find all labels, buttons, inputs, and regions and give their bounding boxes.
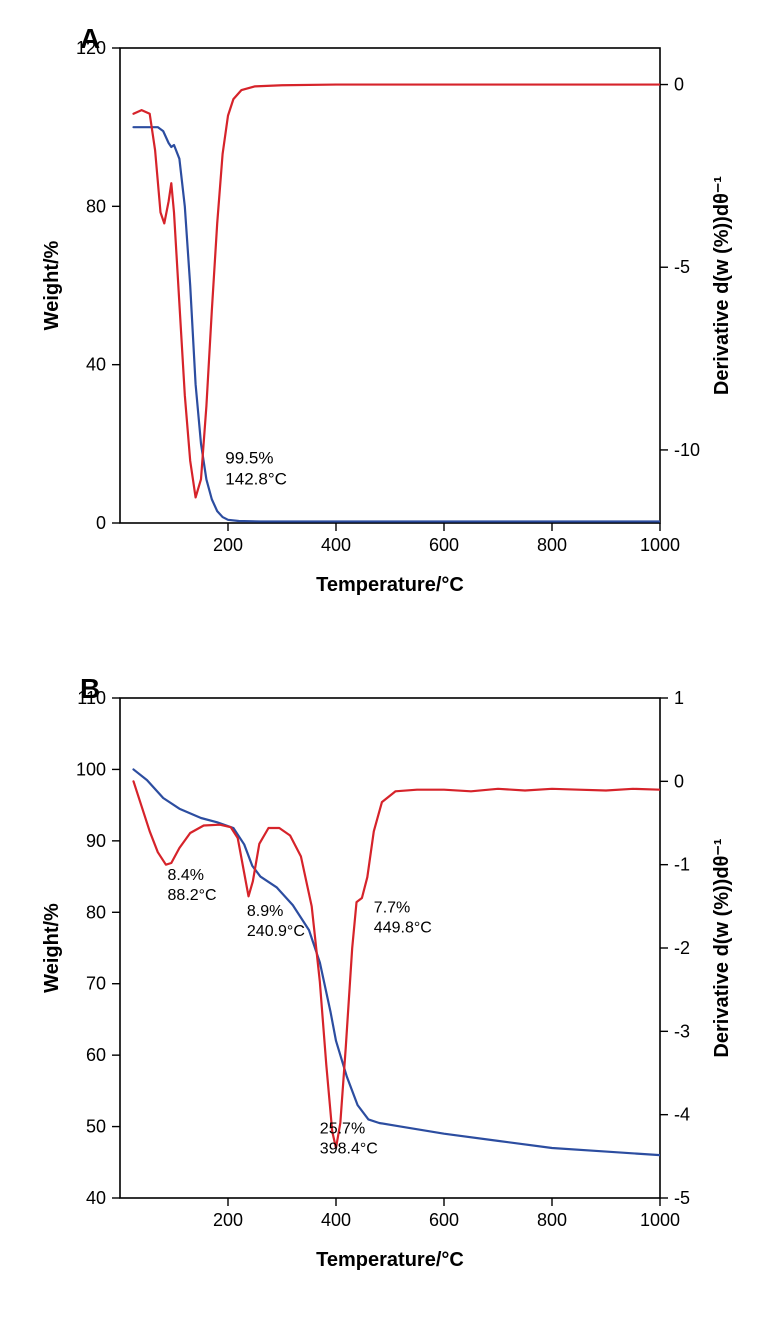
series-deriv-A <box>134 85 661 498</box>
ytick-right-label: -10 <box>674 440 700 460</box>
ytick-right-label: 0 <box>674 75 684 95</box>
ytick-left-label: 80 <box>86 902 106 922</box>
series-weight-A <box>134 127 661 521</box>
ytick-left-label: 90 <box>86 831 106 851</box>
series-deriv-B <box>134 781 661 1148</box>
ylabel-right-B: Derivative d(w (%))dθ⁻¹ <box>711 838 733 1058</box>
xtick-label: 600 <box>429 1210 459 1230</box>
xlabel-A: Temperature/°C <box>316 574 464 596</box>
series-weight-B <box>134 769 661 1155</box>
annotation-B-2-1: 449.8°C <box>374 919 432 936</box>
xtick-label: 400 <box>321 1210 351 1230</box>
ytick-left-label: 50 <box>86 1117 106 1137</box>
annotation-B-1-1: 240.9°C <box>247 923 305 940</box>
figure-root: A200400600800100004080120-10-50Temperatu… <box>0 0 771 1344</box>
annotation-B-3-1: 398.4°C <box>320 1141 378 1158</box>
xtick-label: 200 <box>213 1210 243 1230</box>
ytick-left-label: 80 <box>86 196 106 216</box>
xtick-label: 1000 <box>640 1210 680 1230</box>
ytick-right-label: -5 <box>674 1188 690 1208</box>
xtick-label: 400 <box>321 535 351 555</box>
chart-svg: A200400600800100004080120-10-50Temperatu… <box>0 0 771 1344</box>
annotation-A-0-0: 99.5% <box>225 449 273 468</box>
ytick-left-label: 100 <box>76 759 106 779</box>
xtick-label: 800 <box>537 535 567 555</box>
ytick-right-label: -3 <box>674 1021 690 1041</box>
axes-box-A <box>120 48 660 523</box>
ylabel-left-B: Weight/% <box>41 903 63 993</box>
ytick-right-label: -1 <box>674 855 690 875</box>
annotation-B-0-1: 88.2°C <box>168 887 217 904</box>
ytick-right-label: -4 <box>674 1105 690 1125</box>
ytick-left-label: 40 <box>86 355 106 375</box>
annotation-A-0-1: 142.8°C <box>225 470 287 489</box>
ytick-right-label: 0 <box>674 771 684 791</box>
ytick-right-label: -2 <box>674 938 690 958</box>
xlabel-B: Temperature/°C <box>316 1249 464 1271</box>
ytick-left-label: 40 <box>86 1188 106 1208</box>
xtick-label: 1000 <box>640 535 680 555</box>
annotation-B-3-0: 25.7% <box>320 1121 365 1138</box>
ytick-right-label: 1 <box>674 688 684 708</box>
ytick-left-label: 60 <box>86 1045 106 1065</box>
ytick-left-label: 120 <box>76 38 106 58</box>
ylabel-left-A: Weight/% <box>41 240 63 330</box>
ytick-left-label: 110 <box>77 688 106 708</box>
xtick-label: 200 <box>213 535 243 555</box>
annotation-B-2-0: 7.7% <box>374 899 410 916</box>
annotation-B-0-0: 8.4% <box>168 867 204 884</box>
ytick-left-label: 0 <box>96 513 106 533</box>
xtick-label: 800 <box>537 1210 567 1230</box>
ytick-right-label: -5 <box>674 257 690 277</box>
annotation-B-1-0: 8.9% <box>247 903 283 920</box>
ylabel-right-A: Derivative d(w (%))dθ⁻¹ <box>711 176 733 396</box>
xtick-label: 600 <box>429 535 459 555</box>
ytick-left-label: 70 <box>86 974 106 994</box>
axes-box-B <box>120 698 660 1198</box>
